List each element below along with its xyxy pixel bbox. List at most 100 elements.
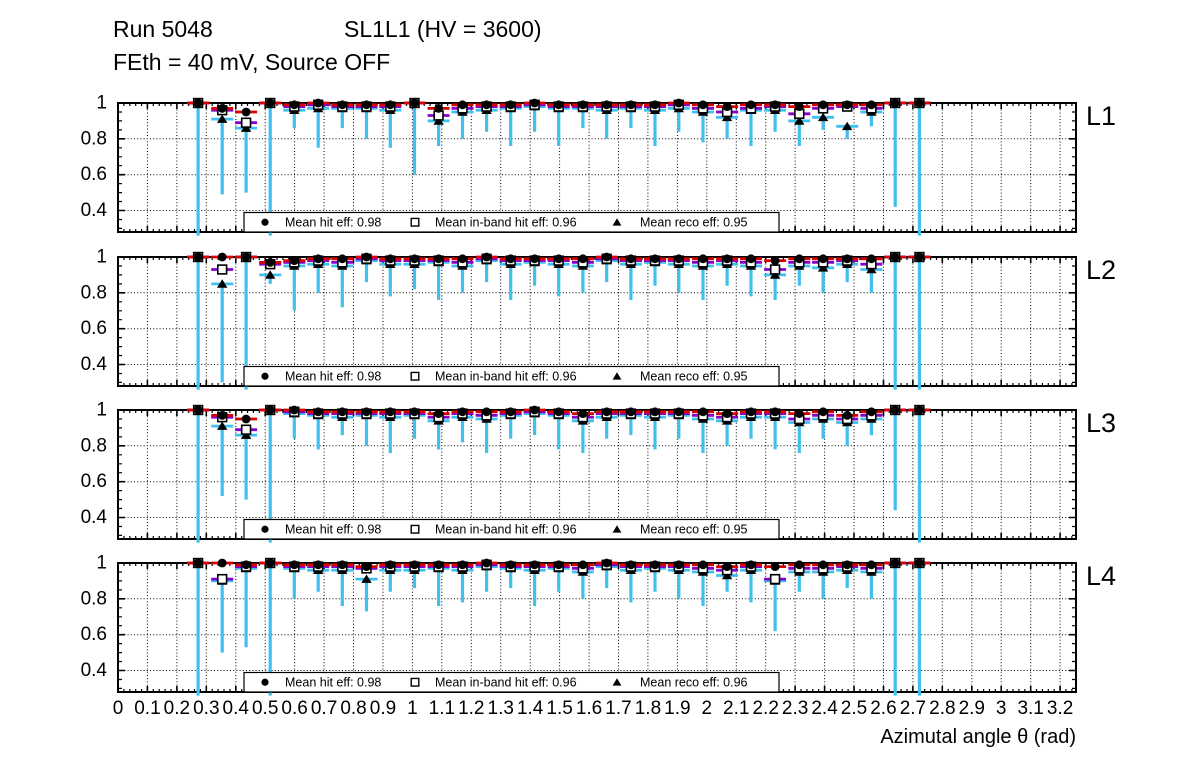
hit-marker-circle: [650, 254, 660, 264]
hit-marker-circle: [482, 407, 491, 417]
legend-label: Mean hit eff: 0.98: [285, 215, 381, 229]
hit-marker-circle: [434, 254, 443, 264]
legend-box: [243, 211, 780, 233]
hit-marker-circle: [794, 254, 804, 264]
hit-marker-circle: [193, 405, 203, 415]
hit-marker-circle: [698, 560, 708, 570]
hit-marker-circle: [794, 102, 804, 111]
hit-marker-circle: [770, 256, 780, 265]
x-tick-label: 2.6: [870, 698, 896, 719]
hit-marker-circle: [410, 560, 419, 570]
x-tick-label: 0.2: [164, 698, 190, 719]
hit-marker-circle: [674, 560, 684, 570]
hit-marker-circle: [626, 100, 636, 110]
hit-marker-circle: [265, 98, 275, 108]
hit-marker-circle: [385, 560, 395, 570]
hit-marker-circle: [867, 254, 876, 264]
y-tick-label: 0.6: [81, 318, 107, 339]
hit-marker-circle: [410, 98, 419, 108]
hit-marker-circle: [818, 560, 828, 570]
hit-marker-circle: [289, 560, 299, 570]
x-tick-label: 1.8: [635, 698, 661, 719]
hit-marker-circle: [458, 560, 467, 570]
hit-marker-circle: [915, 558, 924, 568]
hit-marker-circle: [458, 100, 467, 110]
panel-label: L2: [1086, 255, 1116, 285]
x-tick-label: 2.3: [782, 698, 808, 719]
legend-L3: Mean hit eff: 0.98 Mean in-band hit eff: …: [243, 518, 780, 540]
legend-filled-circle-icon: [261, 372, 269, 380]
error-bars: [196, 103, 921, 236]
y-tick-label: 0.8: [81, 282, 107, 303]
hit-marker-circle: [385, 407, 395, 417]
y-tick-label: 1: [96, 93, 107, 114]
hit-marker-circle: [578, 409, 588, 418]
hit-marker-circle: [915, 252, 924, 262]
error-bars: [196, 257, 921, 390]
legend-filled-triangle-icon: [612, 678, 622, 686]
inband-marker-square: [217, 264, 228, 275]
x-tick-label: 2.8: [929, 698, 955, 719]
legend-label: Mean hit eff: 0.98: [285, 369, 381, 383]
hit-marker-circle: [313, 98, 323, 108]
hit-marker-circle: [289, 405, 299, 415]
hit-marker-circle: [482, 100, 491, 110]
legend-label: Mean reco eff: 0.95: [640, 522, 748, 536]
x-tick-label: 2.5: [841, 698, 867, 719]
hit-marker-circle: [337, 100, 347, 110]
y-tick-label: 0.4: [81, 660, 108, 681]
y-tick-label: 0.8: [81, 588, 107, 609]
hit-marker-circle: [362, 407, 371, 417]
error-bars: [196, 410, 921, 543]
hit-marker-circle: [915, 98, 924, 108]
hit-marker-circle: [193, 558, 203, 568]
hit-marker-circle: [626, 407, 636, 417]
hit-marker-circle: [530, 560, 539, 570]
legend-label: Mean in-band hit eff: 0.96: [435, 215, 577, 229]
legend-open-square-icon: [410, 677, 420, 687]
hit-marker-circle: [674, 98, 684, 108]
legend-L4: Mean hit eff: 0.98 Mean in-band hit eff: …: [243, 671, 780, 693]
hit-marker-circle: [915, 405, 924, 415]
hit-marker-circle: [818, 254, 828, 264]
hit-marker-circle: [650, 100, 660, 110]
hit-marker-circle: [506, 254, 516, 264]
hit-marker-circle: [794, 409, 804, 418]
y-tick-label: 0.4: [81, 354, 108, 375]
x-tick-label: 1.9: [664, 698, 690, 719]
hit-marker-circle: [674, 254, 684, 264]
hit-marker-circle: [770, 407, 780, 417]
hit-marker-circle: [337, 560, 347, 570]
hit-marker-circle: [578, 254, 588, 264]
legend-label: Mean in-band hit eff: 0.96: [435, 675, 577, 689]
x-tick-label: 0.5: [252, 698, 278, 719]
panel-L3: 1 0.8 0.6 0.4 Mean hit eff: 0.98 Mean in-band…: [81, 400, 1077, 543]
hit-marker-circle: [746, 560, 756, 570]
grid-lines: [118, 257, 1076, 386]
hit-marker-circle: [289, 100, 299, 110]
hit-marker-circle: [602, 558, 612, 568]
y-tick-label: 1: [96, 400, 107, 421]
hit-marker-circle: [602, 252, 612, 262]
panel-label: L3: [1086, 408, 1116, 438]
x-tick-label: 1.4: [517, 698, 544, 719]
hit-marker-circle: [890, 558, 900, 568]
x-tick-label: 1: [407, 698, 418, 719]
hit-marker-circle: [530, 254, 539, 264]
hit-marker-circle: [578, 100, 588, 110]
legend-filled-triangle-icon: [612, 372, 622, 380]
legend-label: Mean hit eff: 0.98: [285, 675, 381, 689]
hit-marker-circle: [698, 100, 708, 110]
hit-marker-circle: [385, 254, 395, 264]
x-tick-label: 3: [996, 698, 1007, 719]
legend-filled-circle-icon: [261, 218, 269, 226]
legend-open-square-icon: [410, 524, 420, 534]
x-tick-label: 0.3: [193, 698, 219, 719]
x-tick-label: 1.6: [576, 698, 602, 719]
inband-marker-square: [240, 424, 252, 435]
x-tick-label: 0.8: [340, 698, 366, 719]
panel-L4: 1 0.8 0.6 0.4 Mean hit eff: 0.98 Mean in-band…: [81, 553, 1077, 696]
x-tick-label: 1.1: [429, 698, 455, 719]
y-tick-label: 1: [96, 553, 107, 574]
hit-marker-circle: [626, 560, 636, 570]
